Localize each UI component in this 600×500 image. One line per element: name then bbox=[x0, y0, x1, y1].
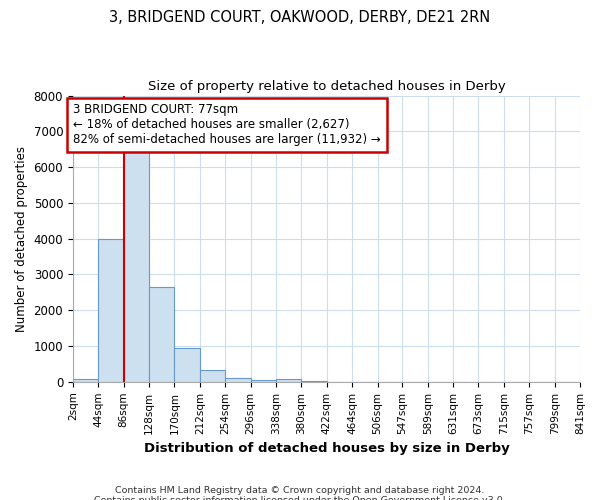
Bar bbox=[225, 378, 251, 382]
Bar bbox=[276, 379, 301, 382]
Title: Size of property relative to detached houses in Derby: Size of property relative to detached ho… bbox=[148, 80, 505, 93]
X-axis label: Distribution of detached houses by size in Derby: Distribution of detached houses by size … bbox=[143, 442, 509, 455]
Bar bbox=[301, 381, 327, 382]
Bar bbox=[175, 348, 200, 382]
Bar bbox=[73, 379, 98, 382]
Text: 3, BRIDGEND COURT, OAKWOOD, DERBY, DE21 2RN: 3, BRIDGEND COURT, OAKWOOD, DERBY, DE21 … bbox=[109, 10, 491, 25]
Y-axis label: Number of detached properties: Number of detached properties bbox=[15, 146, 28, 332]
Bar bbox=[124, 146, 149, 382]
Bar bbox=[200, 370, 225, 382]
Bar bbox=[251, 380, 276, 382]
Text: Contains public sector information licensed under the Open Government Licence v3: Contains public sector information licen… bbox=[94, 496, 506, 500]
Text: 3 BRIDGEND COURT: 77sqm
← 18% of detached houses are smaller (2,627)
82% of semi: 3 BRIDGEND COURT: 77sqm ← 18% of detache… bbox=[73, 104, 380, 146]
Text: Contains HM Land Registry data © Crown copyright and database right 2024.: Contains HM Land Registry data © Crown c… bbox=[115, 486, 485, 495]
Bar bbox=[149, 287, 175, 382]
Bar bbox=[98, 240, 124, 382]
